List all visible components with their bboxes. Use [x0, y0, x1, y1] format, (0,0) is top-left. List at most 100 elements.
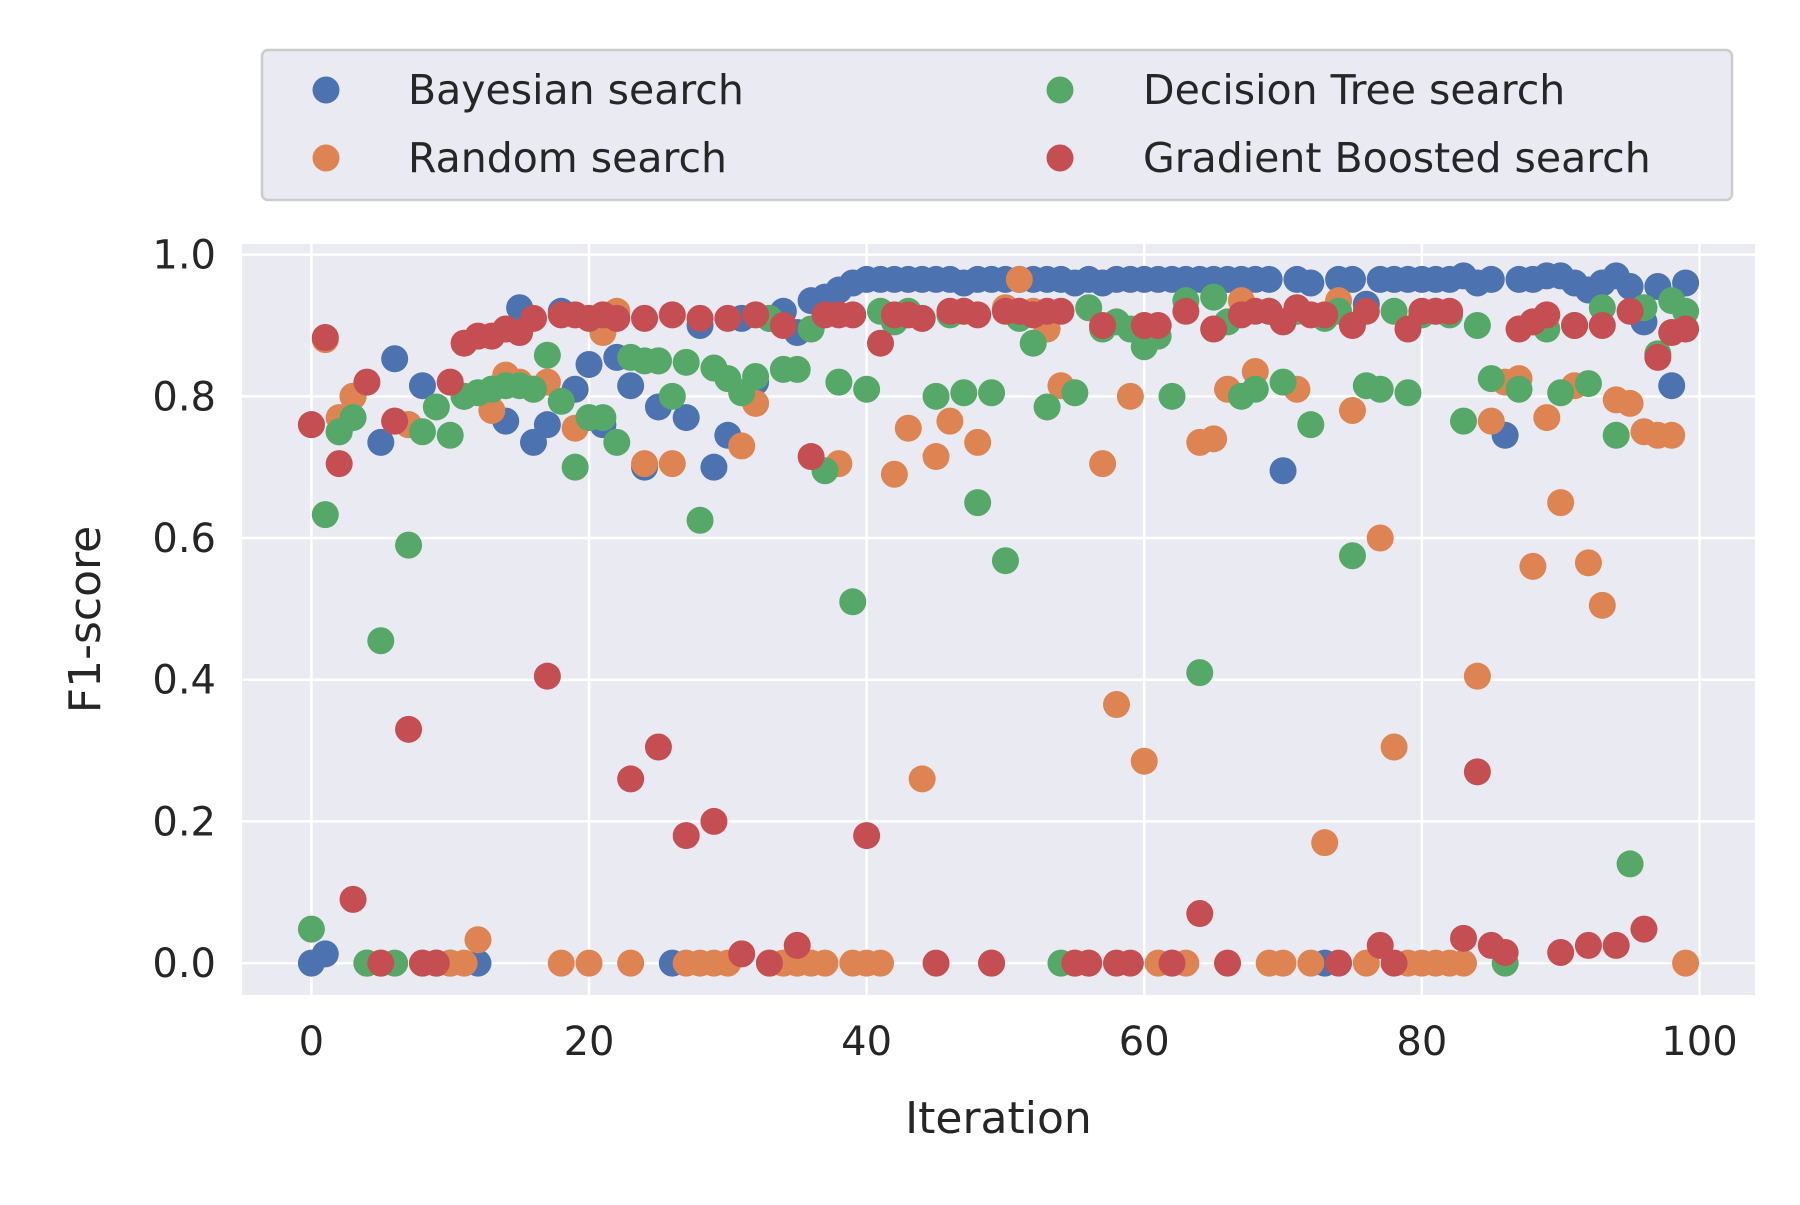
data-point — [853, 375, 881, 403]
data-point — [714, 304, 742, 332]
series-3 — [297, 294, 1700, 977]
data-point — [825, 368, 853, 396]
axis-ticks: 0 20 40 60 80 100 0.0 0.2 0.4 0.6 0.8 1.0 — [152, 233, 1737, 1065]
data-point — [1658, 372, 1686, 400]
data-point — [1616, 297, 1644, 325]
data-point — [1019, 329, 1047, 357]
data-point — [1463, 311, 1491, 339]
data-point — [422, 393, 450, 421]
data-point — [1200, 425, 1228, 453]
data-point — [783, 355, 811, 383]
data-point — [339, 885, 367, 913]
x-tick-label: 80 — [1396, 1019, 1447, 1065]
data-point — [1463, 662, 1491, 690]
data-point — [1325, 949, 1353, 977]
data-point — [1311, 829, 1339, 857]
data-point — [589, 404, 617, 432]
data-point — [894, 414, 922, 442]
y-tick-label: 0.4 — [152, 658, 216, 704]
data-point — [1144, 311, 1172, 339]
data-point — [1005, 265, 1033, 293]
data-point — [1574, 549, 1602, 577]
data-point — [1366, 375, 1394, 403]
data-point — [533, 341, 561, 369]
data-point — [395, 531, 423, 559]
data-point — [1644, 343, 1672, 371]
data-point — [1616, 273, 1644, 301]
data-point — [381, 407, 409, 435]
data-point — [1158, 382, 1186, 410]
data-point — [950, 379, 978, 407]
data-point — [1297, 411, 1325, 439]
data-point — [880, 460, 908, 488]
data-point — [978, 949, 1006, 977]
data-point — [922, 443, 950, 471]
data-point — [1089, 311, 1117, 339]
data-point — [922, 949, 950, 977]
data-point — [867, 949, 895, 977]
data-point — [783, 931, 811, 959]
data-point — [686, 304, 714, 332]
data-point — [1436, 297, 1464, 325]
data-point — [575, 350, 603, 378]
data-point — [1477, 365, 1505, 393]
data-point — [381, 345, 409, 373]
data-point — [519, 375, 547, 403]
x-tick-label: 60 — [1119, 1019, 1170, 1065]
data-point — [964, 489, 992, 517]
data-point — [742, 301, 770, 329]
data-point — [1547, 938, 1575, 966]
legend-marker — [312, 144, 340, 172]
data-point — [1574, 370, 1602, 398]
data-point — [1547, 379, 1575, 407]
data-point — [839, 588, 867, 616]
data-point — [1200, 315, 1228, 343]
data-point — [658, 382, 686, 410]
data-point — [1616, 389, 1644, 417]
data-point — [1352, 297, 1380, 325]
data-point — [797, 443, 825, 471]
data-point — [367, 949, 395, 977]
data-point — [1158, 949, 1186, 977]
data-point — [1102, 691, 1130, 719]
data-point — [839, 301, 867, 329]
data-point — [547, 949, 575, 977]
data-point — [1477, 407, 1505, 435]
data-point — [755, 949, 783, 977]
legend-marker — [312, 76, 340, 104]
data-point — [658, 301, 686, 329]
data-point — [991, 547, 1019, 575]
data-point — [728, 432, 756, 460]
data-point — [367, 428, 395, 456]
data-point — [700, 807, 728, 835]
x-axis-title: Iteration — [905, 1093, 1092, 1144]
data-point — [1061, 379, 1089, 407]
data-point — [631, 450, 659, 478]
data-point — [1311, 301, 1339, 329]
data-point — [575, 949, 603, 977]
data-point — [1338, 265, 1366, 293]
x-tick-label: 100 — [1661, 1019, 1737, 1065]
data-point — [644, 733, 672, 761]
data-point — [436, 421, 464, 449]
data-point — [1297, 269, 1325, 297]
data-point — [1505, 375, 1533, 403]
y-tick-label: 0.8 — [152, 374, 216, 420]
data-point — [1269, 368, 1297, 396]
legend-label: Bayesian search — [408, 66, 744, 114]
data-point — [1588, 311, 1616, 339]
data-point — [617, 372, 645, 400]
data-point — [1338, 542, 1366, 570]
data-point — [1297, 949, 1325, 977]
y-axis-title: F1-score — [60, 526, 111, 713]
data-point — [311, 324, 339, 352]
data-point — [922, 382, 950, 410]
data-point — [672, 822, 700, 850]
data-point — [1602, 931, 1630, 959]
data-point — [1672, 315, 1700, 343]
y-tick-label: 0.2 — [152, 799, 216, 845]
data-point — [1269, 949, 1297, 977]
data-point — [1338, 396, 1366, 424]
